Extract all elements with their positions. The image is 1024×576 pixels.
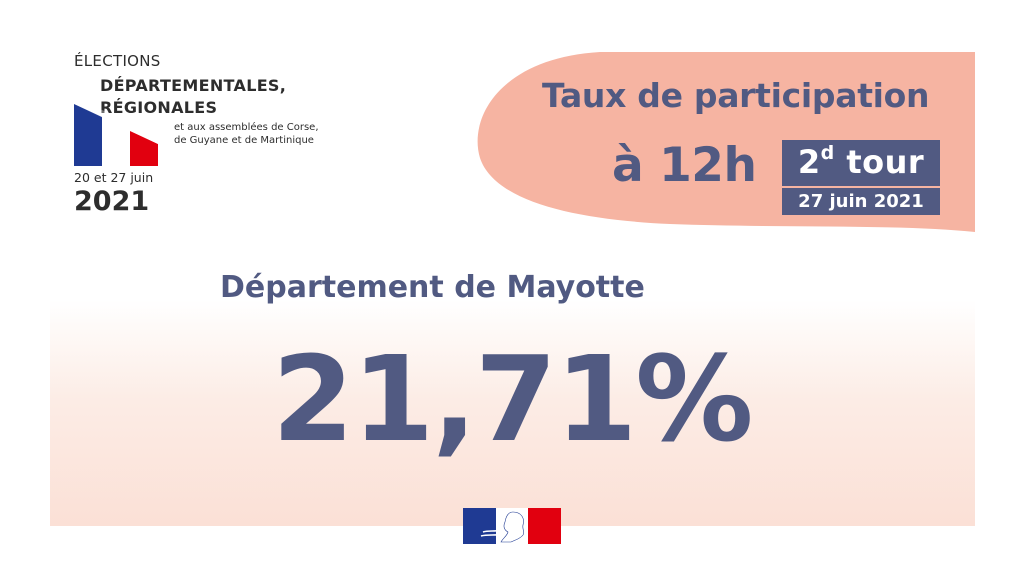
department-name: Département de Mayotte xyxy=(220,270,645,305)
tour-badge: 2d tour xyxy=(782,140,940,186)
participation-time: à 12h xyxy=(612,138,757,193)
marianne-logo-icon xyxy=(463,508,561,544)
participation-title: Taux de participation xyxy=(542,76,930,115)
tour-number: 2 xyxy=(797,143,821,181)
logo-subtitle: et aux assemblées de Corse, de Guyane et… xyxy=(174,121,364,147)
participation-percentage: 21,71% xyxy=(272,330,753,468)
tour-word: tour xyxy=(846,143,925,181)
election-logo: ÉLECTIONS DÉPARTEMENTALES, RÉGIONALES et… xyxy=(60,48,360,228)
tour-superscript: d xyxy=(820,142,835,164)
election-year: 2021 xyxy=(74,186,150,217)
logo-regionales-label: RÉGIONALES xyxy=(100,98,218,117)
election-dates: 20 et 27 juin xyxy=(74,170,154,185)
logo-departementales-label: DÉPARTEMENTALES, xyxy=(100,76,287,95)
logo-subtitle-line-1: et aux assemblées de Corse, xyxy=(174,122,319,133)
results-panel xyxy=(50,300,975,526)
logo-subtitle-line-2: de Guyane et de Martinique xyxy=(174,135,314,146)
french-flag-icon xyxy=(74,104,158,166)
tour-date-badge: 27 juin 2021 xyxy=(782,188,940,215)
header-blob xyxy=(477,52,975,232)
logo-elections-label: ÉLECTIONS xyxy=(74,52,161,70)
